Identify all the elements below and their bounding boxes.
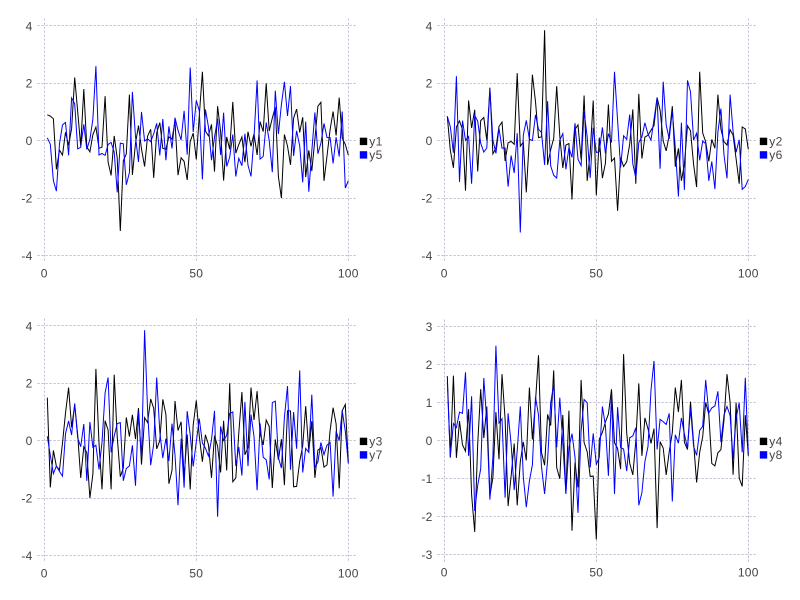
svg-text:2: 2 (426, 358, 433, 372)
svg-text:50: 50 (189, 266, 203, 280)
svg-text:100: 100 (738, 266, 759, 280)
svg-text:-1: -1 (421, 472, 432, 486)
svg-text:y7: y7 (369, 448, 382, 462)
svg-text:-2: -2 (421, 510, 432, 524)
svg-text:0: 0 (441, 266, 448, 280)
svg-text:y1: y1 (369, 135, 382, 149)
svg-text:100: 100 (738, 566, 759, 580)
svg-text:0: 0 (426, 134, 433, 148)
svg-text:-4: -4 (421, 249, 432, 263)
svg-text:0: 0 (26, 434, 33, 448)
svg-text:y6: y6 (769, 148, 782, 162)
svg-text:0: 0 (441, 566, 448, 580)
svg-text:2: 2 (26, 377, 33, 391)
svg-text:y3: y3 (369, 435, 382, 449)
svg-text:2: 2 (26, 77, 33, 91)
svg-text:50: 50 (589, 266, 603, 280)
svg-text:3: 3 (426, 320, 433, 334)
svg-text:y4: y4 (769, 435, 782, 449)
svg-text:2: 2 (426, 77, 433, 91)
svg-text:y5: y5 (369, 148, 382, 162)
svg-text:50: 50 (589, 566, 603, 580)
svg-text:0: 0 (26, 134, 33, 148)
svg-text:4: 4 (26, 19, 33, 33)
svg-text:-4: -4 (21, 549, 32, 563)
svg-text:-2: -2 (21, 491, 32, 505)
svg-text:y8: y8 (769, 448, 782, 462)
svg-text:4: 4 (26, 319, 33, 333)
svg-text:1: 1 (426, 396, 433, 410)
svg-text:0: 0 (426, 434, 433, 448)
svg-text:-3: -3 (421, 548, 432, 562)
svg-text:0: 0 (41, 266, 48, 280)
svg-text:100: 100 (338, 566, 359, 580)
svg-text:-4: -4 (21, 249, 32, 263)
svg-text:-2: -2 (421, 191, 432, 205)
svg-text:-2: -2 (21, 191, 32, 205)
svg-text:50: 50 (189, 566, 203, 580)
svg-text:y2: y2 (769, 135, 782, 149)
svg-text:100: 100 (338, 266, 359, 280)
svg-text:4: 4 (426, 19, 433, 33)
svg-text:0: 0 (41, 566, 48, 580)
